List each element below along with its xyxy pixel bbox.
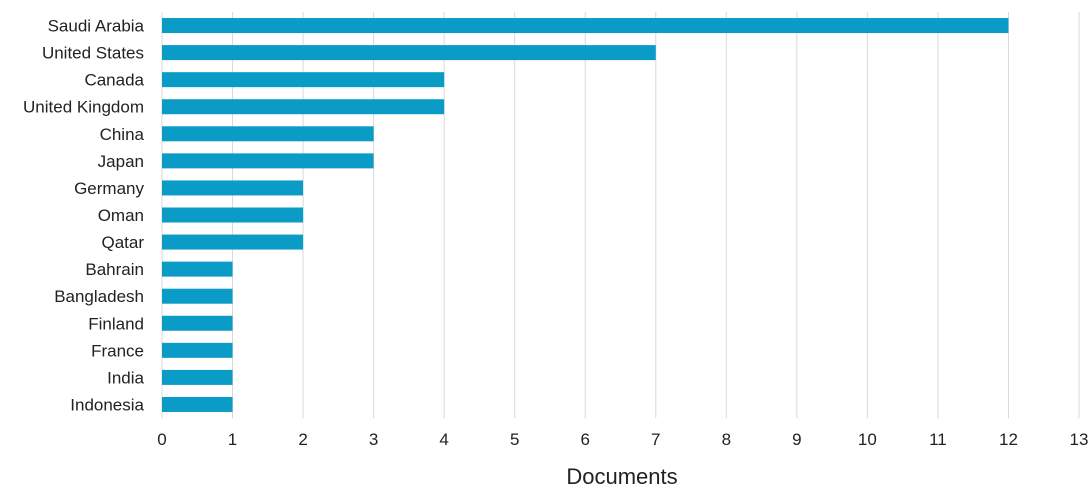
x-tick-label: 5 [510, 430, 519, 449]
x-tick-label: 1 [228, 430, 237, 449]
bar [162, 369, 233, 385]
bar [162, 342, 233, 358]
bar [162, 261, 233, 277]
x-tick-label: 6 [580, 430, 589, 449]
x-tick-label: 12 [999, 430, 1018, 449]
bar [162, 396, 233, 412]
x-tick-label: 11 [929, 430, 947, 449]
grid-lines [161, 12, 1080, 418]
bar [162, 99, 445, 115]
bar [162, 288, 233, 304]
bars [162, 18, 1009, 412]
bar [162, 207, 304, 223]
category-label: Saudi Arabia [48, 17, 145, 36]
category-label: France [91, 341, 144, 360]
category-label: Japan [98, 152, 144, 171]
x-tick-label: 0 [157, 430, 166, 449]
bar [162, 126, 374, 142]
category-label: Bangladesh [54, 287, 144, 306]
x-tick-labels: 0 1 2 3 4 5 6 7 8 9 10 11 12 13 [157, 430, 1088, 449]
x-tick-label: 4 [439, 430, 448, 449]
category-label: United States [42, 44, 144, 63]
bar [162, 45, 656, 61]
x-tick-label: 7 [651, 430, 660, 449]
bar [162, 180, 304, 196]
bar [162, 234, 304, 250]
category-label: China [100, 125, 145, 144]
category-label: United Kingdom [23, 98, 144, 117]
x-tick-label: 8 [722, 430, 731, 449]
category-label: Oman [98, 206, 144, 225]
bar [162, 72, 445, 88]
category-labels: Saudi Arabia United States Canada United Ki… [23, 17, 145, 415]
x-tick-label: 13 [1070, 430, 1089, 449]
x-tick-label: 10 [858, 430, 877, 449]
category-label: Finland [88, 314, 144, 333]
category-label: Qatar [101, 233, 144, 252]
category-label: India [107, 368, 144, 387]
bar [162, 18, 1009, 34]
bar [162, 315, 233, 331]
category-label: Canada [84, 71, 144, 90]
x-tick-label: 9 [792, 430, 801, 449]
category-label: Bahrain [85, 260, 144, 279]
x-tick-label: 3 [369, 430, 378, 449]
bar [162, 153, 374, 169]
category-label: Germany [74, 179, 144, 198]
x-axis-title: Documents [566, 464, 677, 489]
x-tick-label: 2 [298, 430, 307, 449]
category-label: Indonesia [70, 395, 144, 414]
